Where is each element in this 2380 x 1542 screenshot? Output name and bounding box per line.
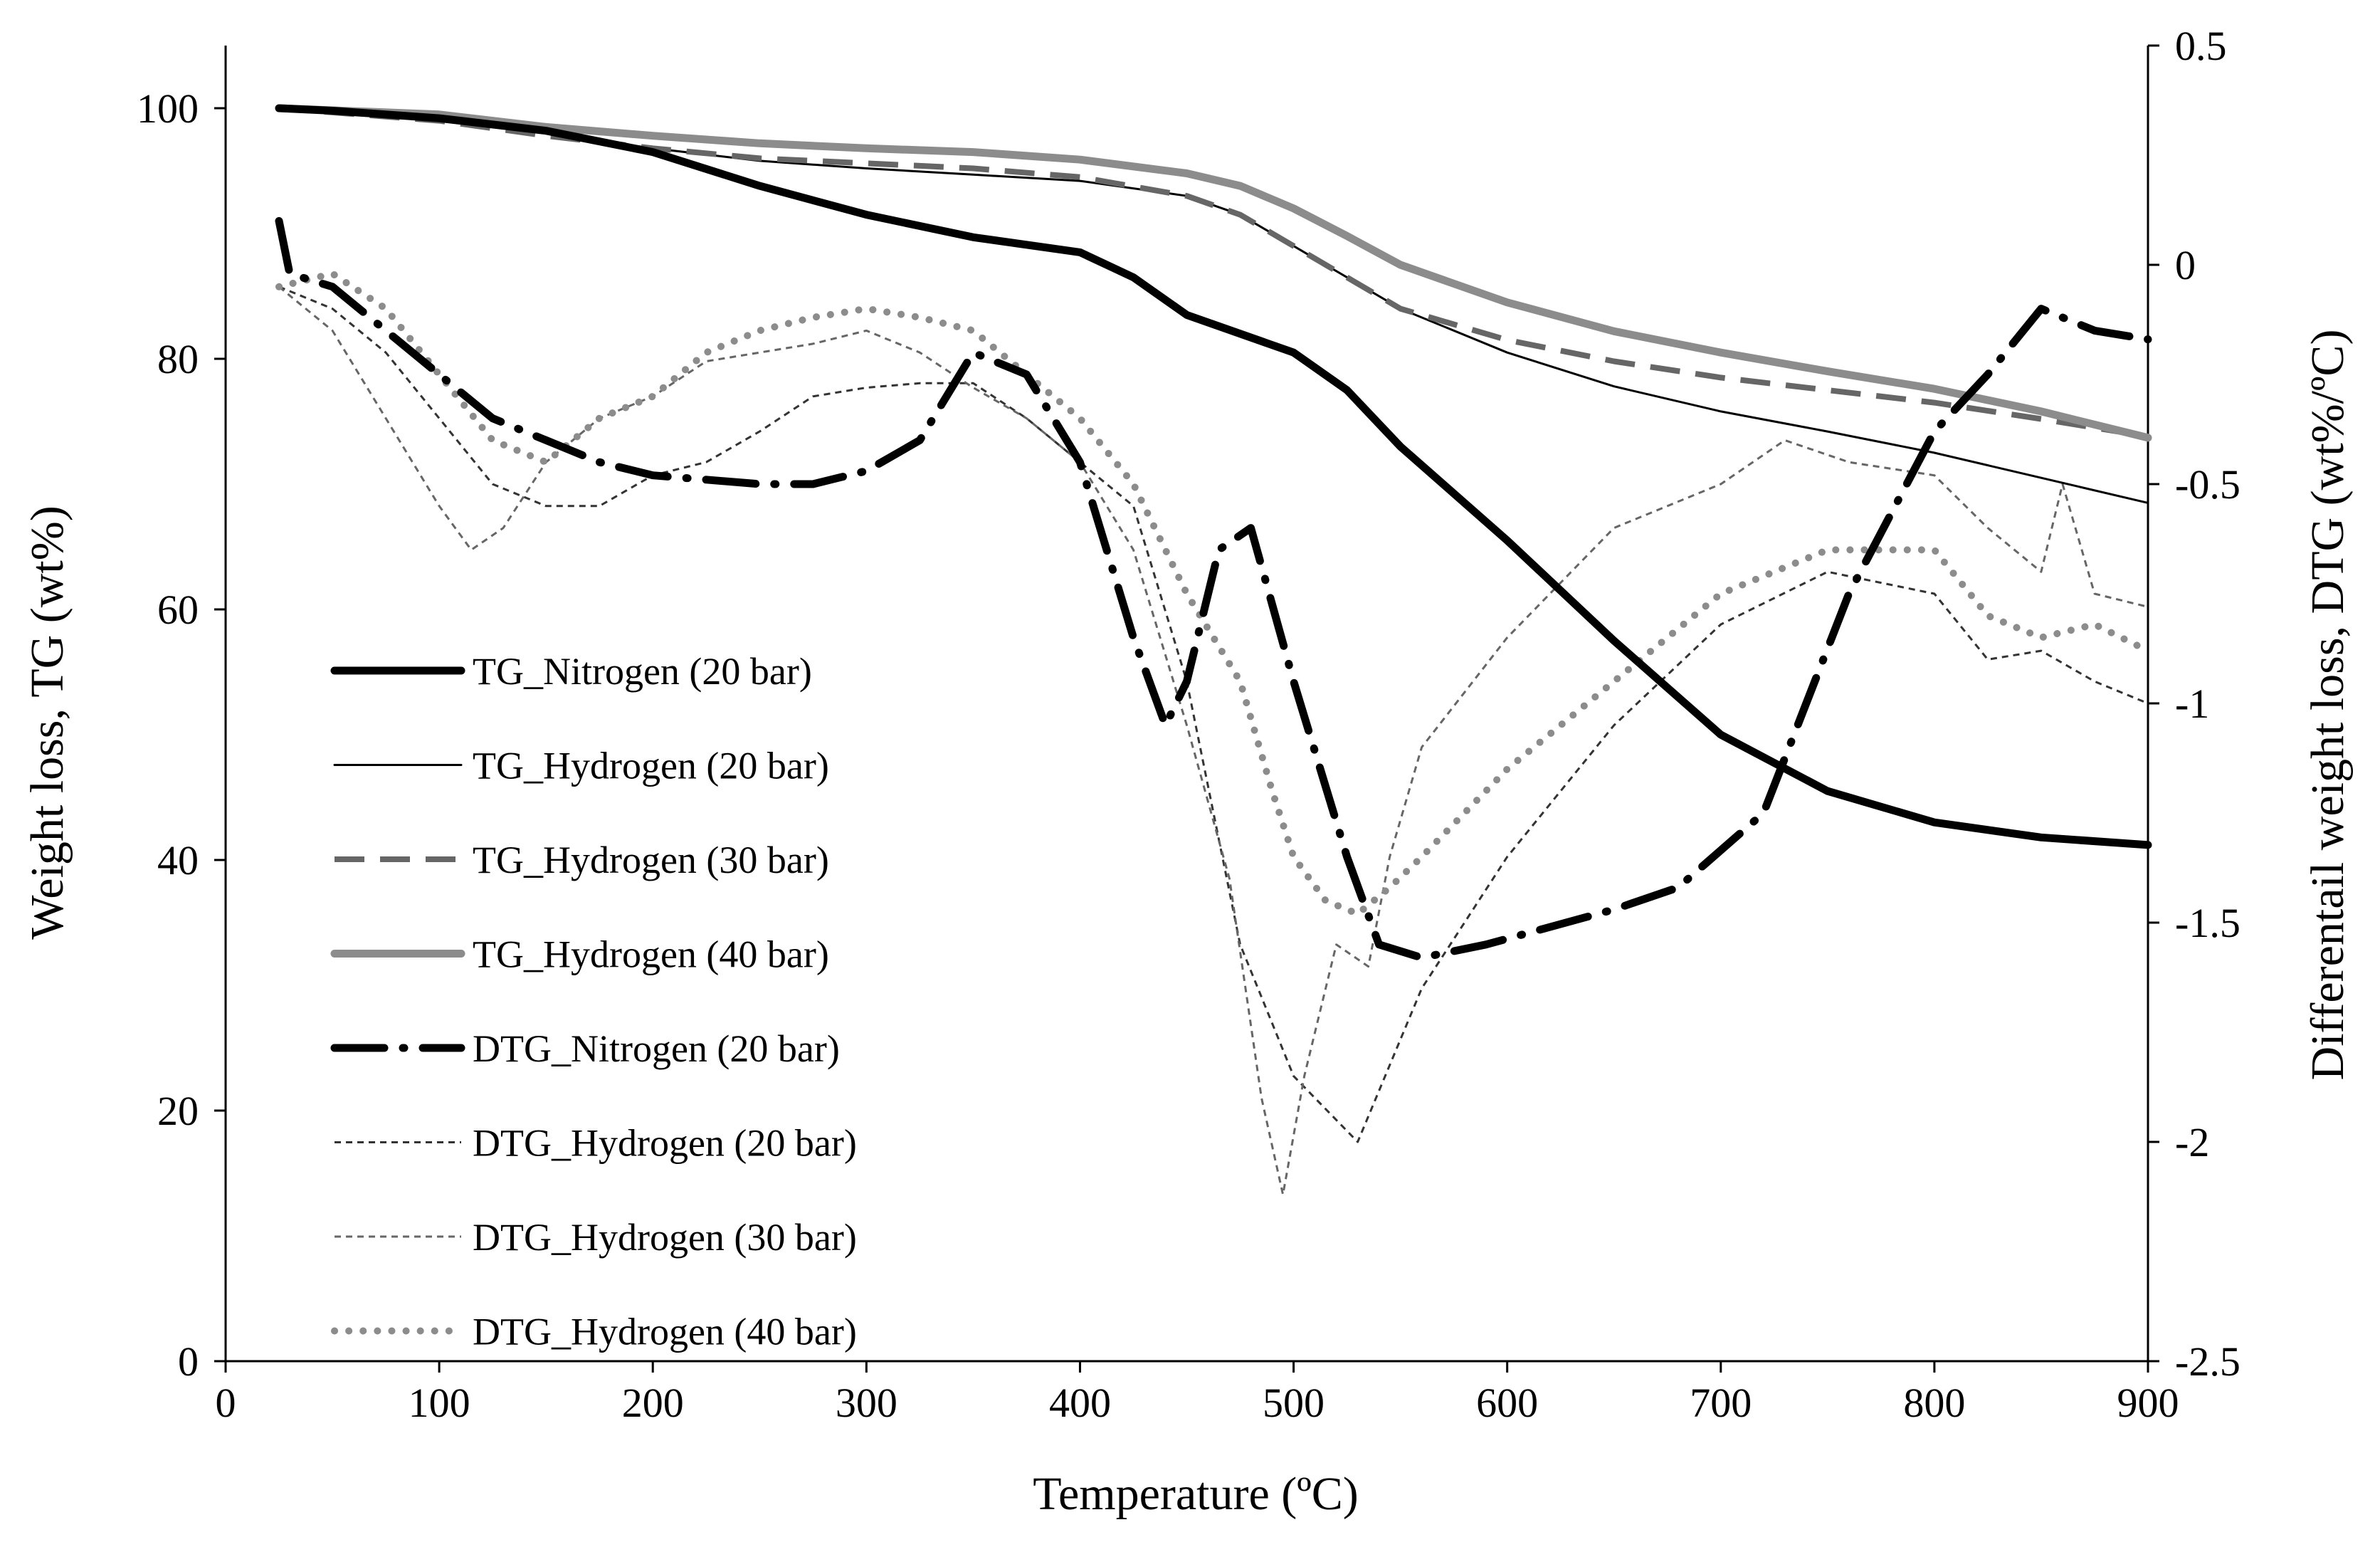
x-tick-label: 100 — [409, 1380, 470, 1426]
x-tick-label: 200 — [622, 1380, 684, 1426]
y-axis-left-title: Weight loss, TG (wt%) — [21, 505, 73, 939]
y-right-tick-label: -2 — [2175, 1119, 2209, 1165]
x-tick-label: 900 — [2117, 1380, 2179, 1426]
legend-label: DTG_Hydrogen (30 bar) — [473, 1216, 857, 1259]
y-right-tick-label: -2.5 — [2175, 1338, 2241, 1385]
axis-ticks: 0 100 200 300 400 500 600 700 800 900 0 20 40 60 80 100… — [137, 23, 2241, 1426]
y-left-tick-label: 100 — [137, 85, 199, 132]
y-left-tick-label: 80 — [157, 336, 199, 382]
legend: TG_Nitrogen (20 bar) TG_Hydrogen (20 bar)… — [330, 650, 857, 1353]
legend-label: TG_Hydrogen (40 bar) — [473, 933, 829, 976]
y-axis-right-title: Differentail weight loss, DTG (wt%/ºC) — [2302, 330, 2354, 1081]
y-left-tick-label: 0 — [178, 1338, 199, 1385]
x-tick-label: 0 — [216, 1380, 236, 1426]
x-tick-label: 300 — [836, 1380, 897, 1426]
legend-label: DTG_Hydrogen (20 bar) — [473, 1122, 857, 1165]
y-left-tick-label: 60 — [157, 587, 199, 633]
series-line-tg-hydrogen-40-bar — [275, 104, 2152, 442]
legend-label: TG_Hydrogen (20 bar) — [473, 745, 829, 787]
legend-label: DTG_Nitrogen (20 bar) — [473, 1027, 840, 1070]
x-tick-label: 800 — [1903, 1380, 1965, 1426]
legend-label: TG_Nitrogen (20 bar) — [473, 650, 812, 693]
legend-label: TG_Hydrogen (30 bar) — [473, 839, 829, 881]
series-line-dtg-hydrogen-40-bar — [275, 270, 2152, 918]
legend-label: DTG_Hydrogen (40 bar) — [473, 1311, 857, 1353]
x-tick-label: 700 — [1690, 1380, 1752, 1426]
series-line-dtg-hydrogen-20-bar — [278, 285, 2149, 1143]
y-right-tick-label: -1.5 — [2175, 900, 2241, 946]
y-right-tick-label: -1 — [2175, 681, 2209, 727]
x-tick-label: 500 — [1263, 1380, 1325, 1426]
x-tick-label: 600 — [1476, 1380, 1538, 1426]
x-axis-title: Temperature (ºC) — [1033, 1468, 1358, 1520]
y-left-tick-label: 20 — [157, 1088, 199, 1134]
series-layer — [275, 104, 2152, 1196]
series-line-tg-nitrogen-20-bar — [275, 104, 2152, 849]
x-tick-label: 400 — [1049, 1380, 1111, 1426]
series-line-dtg-nitrogen-20-bar — [275, 216, 2152, 962]
y-right-tick-label: 0 — [2175, 242, 2196, 288]
y-left-tick-label: 40 — [157, 837, 199, 883]
y-right-tick-label: -0.5 — [2175, 461, 2241, 508]
y-right-tick-label: 0.5 — [2175, 23, 2227, 69]
series-line-tg-hydrogen-30-bar — [278, 105, 2149, 440]
